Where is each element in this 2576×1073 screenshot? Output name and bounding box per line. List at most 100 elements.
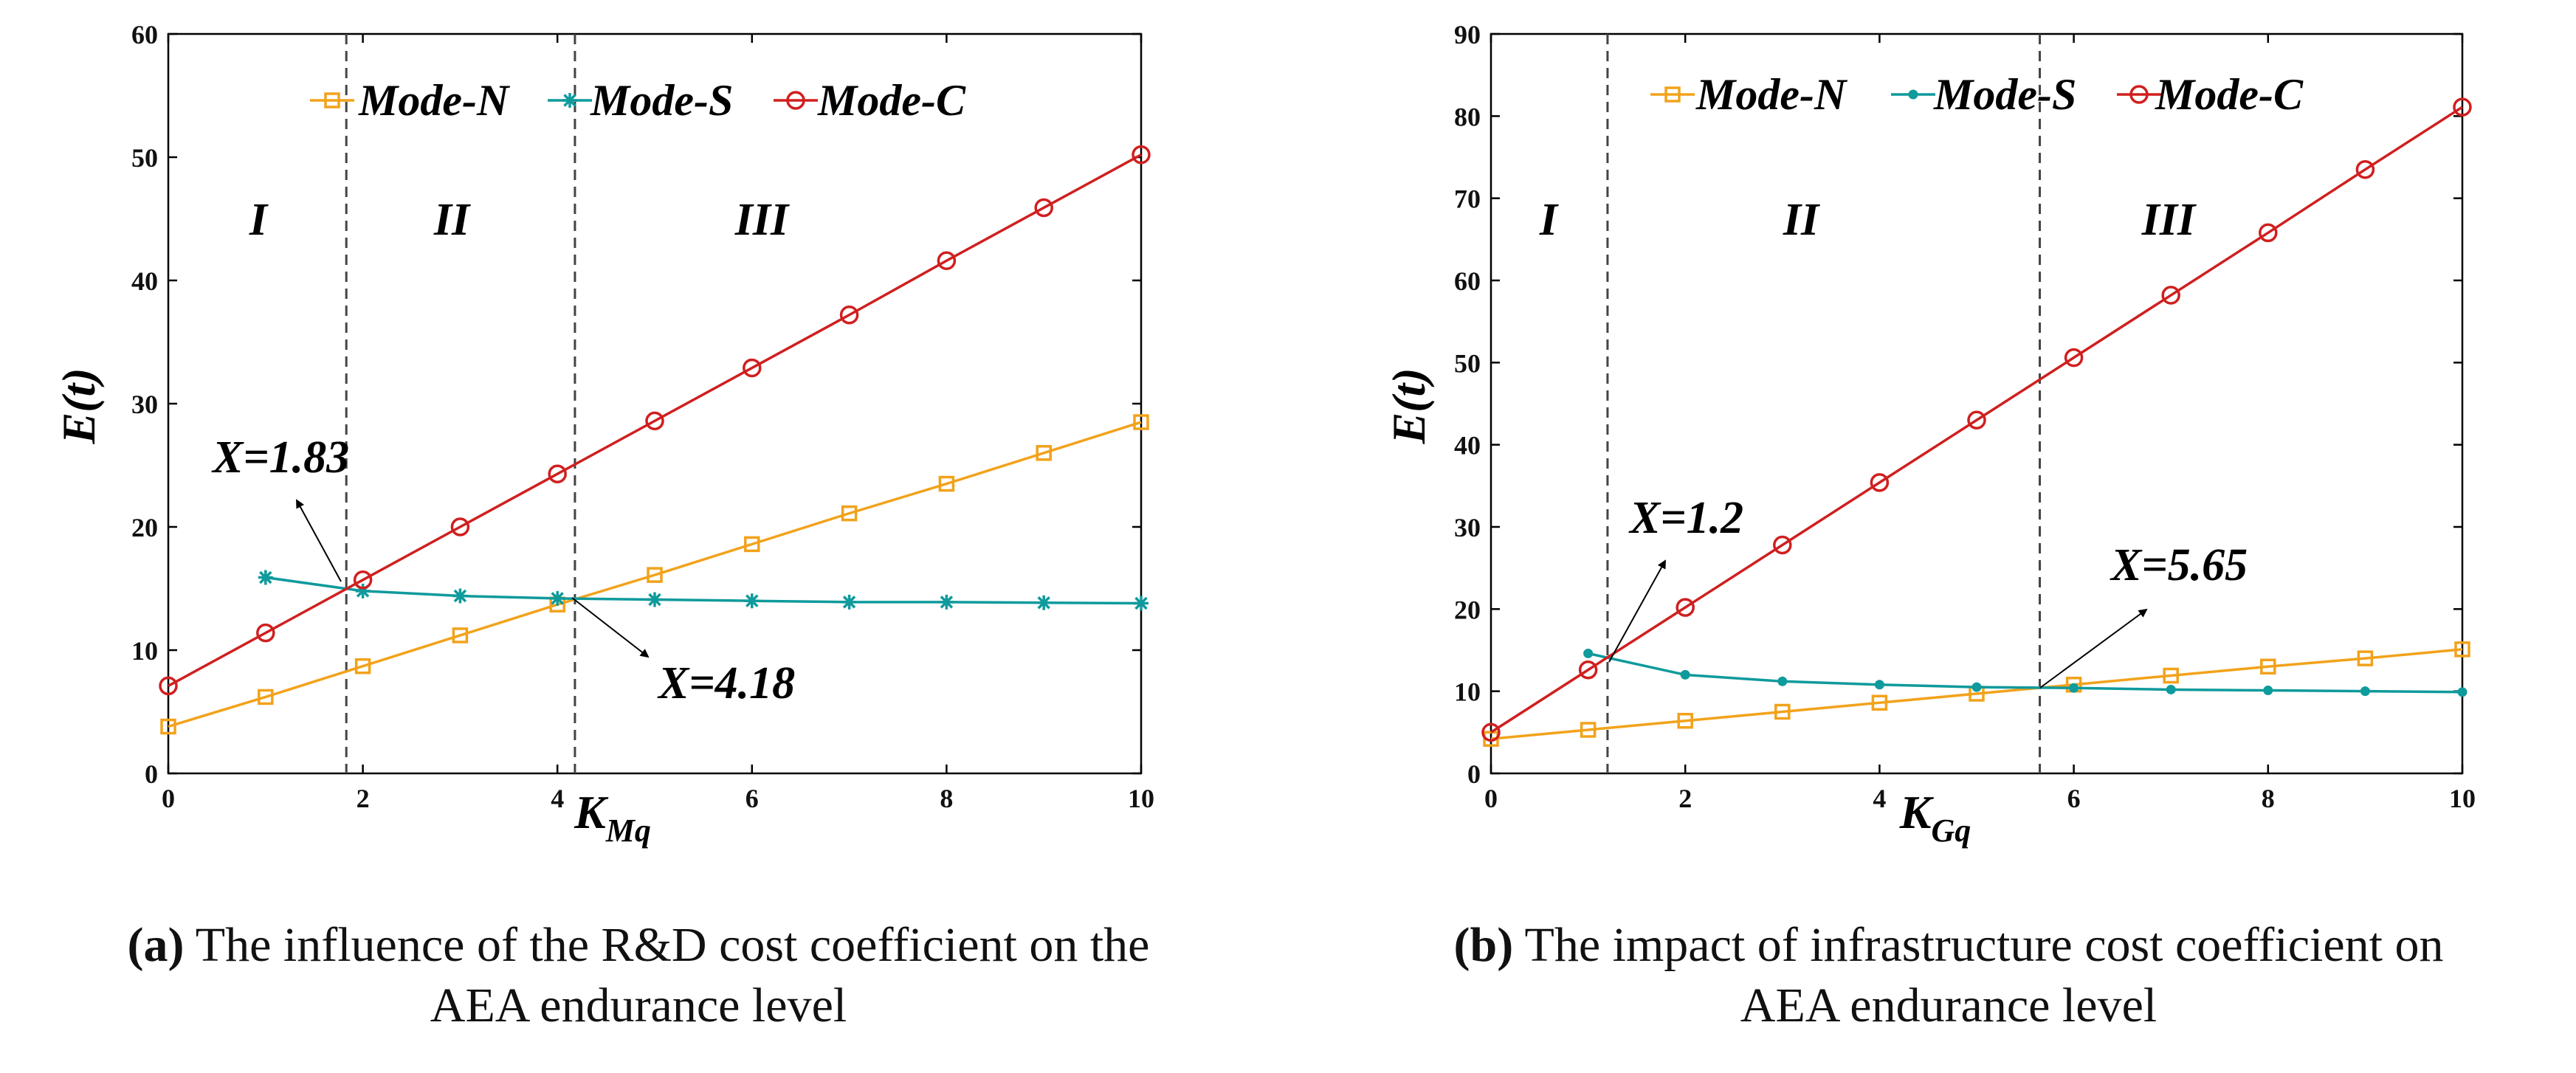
caption-a: (a) The influence of the R&D cost coeffi… xyxy=(0,915,1277,1036)
y-tick-label-b-6: 60 xyxy=(1454,266,1481,296)
point-a-mode-c-4 xyxy=(548,464,567,483)
legend-marker-b-mode-c xyxy=(2129,85,2149,104)
x-tick-label-a-1: 2 xyxy=(357,784,370,813)
y-tick-label-b-1: 10 xyxy=(1454,677,1481,707)
point-b-mode-c-0 xyxy=(1481,722,1501,742)
y-tick-label-a-1: 10 xyxy=(131,636,158,666)
region-label-a-2: III xyxy=(734,195,790,245)
point-b-mode-n-9 xyxy=(2357,650,2374,666)
x-axis-label-main-b: K xyxy=(1899,786,1935,838)
x-tick-label-b-3: 6 xyxy=(2067,784,2081,813)
legend-label-a-mode-s: Mode-S xyxy=(590,76,733,125)
caption-a-text1: The influence of the R&D cost coefficien… xyxy=(195,918,1150,972)
x-axis-label-b: KGq xyxy=(1899,786,1971,849)
y-tick-label-b-4: 40 xyxy=(1454,431,1481,460)
point-a-mode-c-10 xyxy=(1132,145,1151,165)
point-b-mode-n-8 xyxy=(2260,658,2276,675)
point-a-mode-s-1 xyxy=(355,583,371,598)
x-tick-label-a-3: 6 xyxy=(745,784,759,813)
point-a-mode-n-1 xyxy=(258,689,274,705)
point-a-mode-s-7 xyxy=(939,594,954,610)
caption-a-line1: (a) The influence of the R&D cost coeffi… xyxy=(0,915,1277,976)
point-a-mode-n-9 xyxy=(1036,445,1052,461)
y-tick-label-b-5: 50 xyxy=(1454,348,1481,378)
annotation-label-a-1: X=4.18 xyxy=(657,658,795,708)
point-b-mode-c-1 xyxy=(1578,660,1598,680)
point-b-mode-c-7 xyxy=(2161,286,2180,305)
point-b-mode-n-10 xyxy=(2454,641,2470,658)
legend-marker-a-mode-c xyxy=(786,91,805,110)
point-a-mode-s-0 xyxy=(258,570,273,585)
legend-label-a-mode-c: Mode-C xyxy=(817,76,966,125)
x-tick-label-b-1: 2 xyxy=(1678,784,1692,813)
legend-marker-b-mode-n xyxy=(1664,86,1681,103)
point-b-mode-s-3 xyxy=(1874,680,1884,690)
point-b-mode-s-9 xyxy=(2457,687,2467,697)
point-a-mode-n-8 xyxy=(938,475,955,492)
annotation-arrow-b-0 xyxy=(1608,559,1666,663)
caption-b-label: (b) xyxy=(1453,918,1514,972)
point-a-mode-s-2 xyxy=(452,588,468,604)
legend-label-b-mode-n: Mode-N xyxy=(1695,70,1848,119)
y-tick-label-a-6: 60 xyxy=(131,20,158,49)
y-axis-label-b: E(t) xyxy=(1382,368,1435,444)
x-tick-label-a-2: 4 xyxy=(551,784,564,813)
y-tick-label-b-2: 20 xyxy=(1454,595,1481,624)
x-axis-label-main-a: K xyxy=(574,786,609,838)
point-b-mode-n-1 xyxy=(1580,722,1597,738)
series-line-b-mode-c xyxy=(1490,106,2463,734)
point-b-mode-c-3 xyxy=(1773,535,1792,555)
series-line-b-mode-s xyxy=(1588,652,2463,694)
series-line-b-mode-n xyxy=(1490,648,2463,740)
point-b-mode-s-7 xyxy=(2263,686,2273,696)
point-a-mode-c-8 xyxy=(937,251,957,271)
point-a-mode-c-2 xyxy=(353,570,373,590)
point-a-mode-c-7 xyxy=(839,306,859,325)
x-tick-label-a-4: 8 xyxy=(940,784,953,813)
point-a-mode-n-5 xyxy=(647,567,663,583)
x-axis-label-sub-a: Mq xyxy=(605,812,651,849)
point-b-mode-n-4 xyxy=(1871,694,1888,711)
caption-a-line2: AEA endurance level xyxy=(430,979,847,1032)
point-a-mode-s-3 xyxy=(550,590,565,606)
point-a-mode-c-3 xyxy=(450,517,470,536)
point-b-mode-s-0 xyxy=(1583,648,1594,658)
point-a-mode-c-1 xyxy=(256,623,275,643)
legend-marker-a-mode-s xyxy=(562,93,577,108)
caption-b-text1: The impact of infrastructure cost coeffi… xyxy=(1524,918,2444,972)
y-tick-label-a-3: 30 xyxy=(131,390,158,419)
point-b-mode-c-9 xyxy=(2355,159,2375,179)
point-b-mode-s-8 xyxy=(2360,686,2370,697)
point-b-mode-c-2 xyxy=(1676,598,1695,617)
point-b-mode-s-5 xyxy=(2069,683,2079,693)
point-a-mode-c-5 xyxy=(645,411,664,431)
y-tick-label-b-8: 80 xyxy=(1454,102,1481,131)
y-axis-label-a: E(t) xyxy=(52,368,105,444)
legend-label-b-mode-s: Mode-S xyxy=(1933,70,2076,119)
point-b-mode-c-10 xyxy=(2453,97,2472,117)
point-a-mode-n-0 xyxy=(160,718,176,735)
point-b-mode-s-4 xyxy=(1971,682,1982,692)
point-b-mode-n-7 xyxy=(2163,667,2179,684)
x-axis-label-a: KMq xyxy=(574,786,651,849)
legend-marker-b-mode-s xyxy=(1908,89,1918,100)
annotation-arrow-a-0 xyxy=(296,499,342,582)
region-label-a-0: I xyxy=(249,195,269,245)
caption-b: (b) The impact of infrastructure cost co… xyxy=(1321,915,2576,1036)
caption-b-line2: AEA endurance level xyxy=(1740,979,2157,1032)
point-a-mode-n-3 xyxy=(452,627,469,644)
annotation-arrow-a-1 xyxy=(571,597,650,658)
y-tick-label-b-9: 90 xyxy=(1454,20,1481,49)
x-tick-label-b-2: 4 xyxy=(1873,784,1886,813)
point-b-mode-s-1 xyxy=(1680,669,1690,680)
x-tick-label-a-5: 10 xyxy=(1128,784,1154,813)
point-a-mode-n-6 xyxy=(744,536,760,553)
series-line-a-mode-s xyxy=(265,576,1142,605)
point-b-mode-s-2 xyxy=(1777,676,1788,686)
y-tick-label-a-5: 50 xyxy=(131,143,158,173)
point-a-mode-n-7 xyxy=(841,505,858,522)
region-label-b-0: I xyxy=(1539,195,1559,245)
point-b-mode-c-6 xyxy=(2064,348,2084,368)
